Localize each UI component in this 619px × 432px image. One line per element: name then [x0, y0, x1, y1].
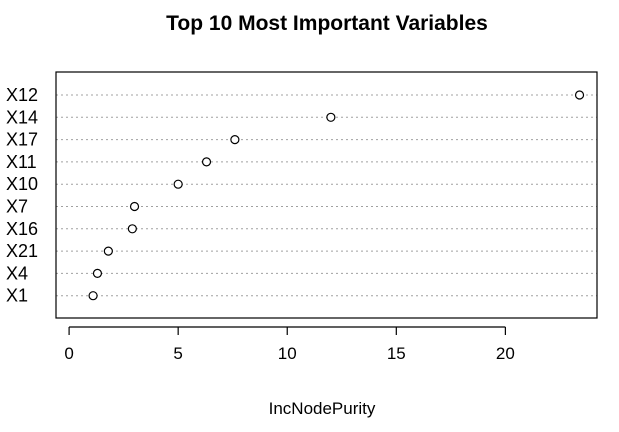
y-tick-label: X7	[6, 197, 28, 217]
x-tick-label: 15	[387, 344, 406, 363]
plot-frame	[55, 71, 598, 319]
y-tick-label: X16	[6, 219, 38, 239]
y-tick-label: X11	[6, 152, 37, 172]
data-points	[88, 90, 585, 301]
point-x16	[127, 224, 137, 234]
x-axis-label: IncNodePurity	[269, 399, 376, 418]
point-x14	[326, 112, 336, 122]
point-x1	[88, 291, 98, 301]
point-x17	[230, 135, 240, 145]
y-tick-label: X1	[6, 286, 28, 306]
point-x7	[129, 201, 140, 212]
x-tick-label: 0	[64, 344, 73, 363]
y-tick-label: X17	[6, 130, 38, 150]
x-tick-label: 10	[278, 344, 297, 363]
x-tick-label: 5	[173, 344, 182, 363]
y-tick-label: X10	[6, 174, 38, 194]
point-x10	[173, 179, 183, 189]
point-x12	[574, 90, 585, 100]
y-tick-label: X14	[6, 107, 38, 127]
point-x4	[92, 268, 103, 278]
point-x21	[103, 246, 113, 256]
x-axis: 0 5 10 15 20	[64, 326, 515, 363]
x-tick-label: 20	[496, 344, 515, 363]
point-x11	[201, 157, 212, 167]
grid-lines	[56, 94, 597, 297]
y-tick-label: X21	[6, 241, 38, 261]
y-tick-label: X12	[6, 85, 38, 105]
y-tick-label: X4	[6, 263, 28, 283]
chart-title: Top 10 Most Important Variables	[166, 12, 488, 35]
